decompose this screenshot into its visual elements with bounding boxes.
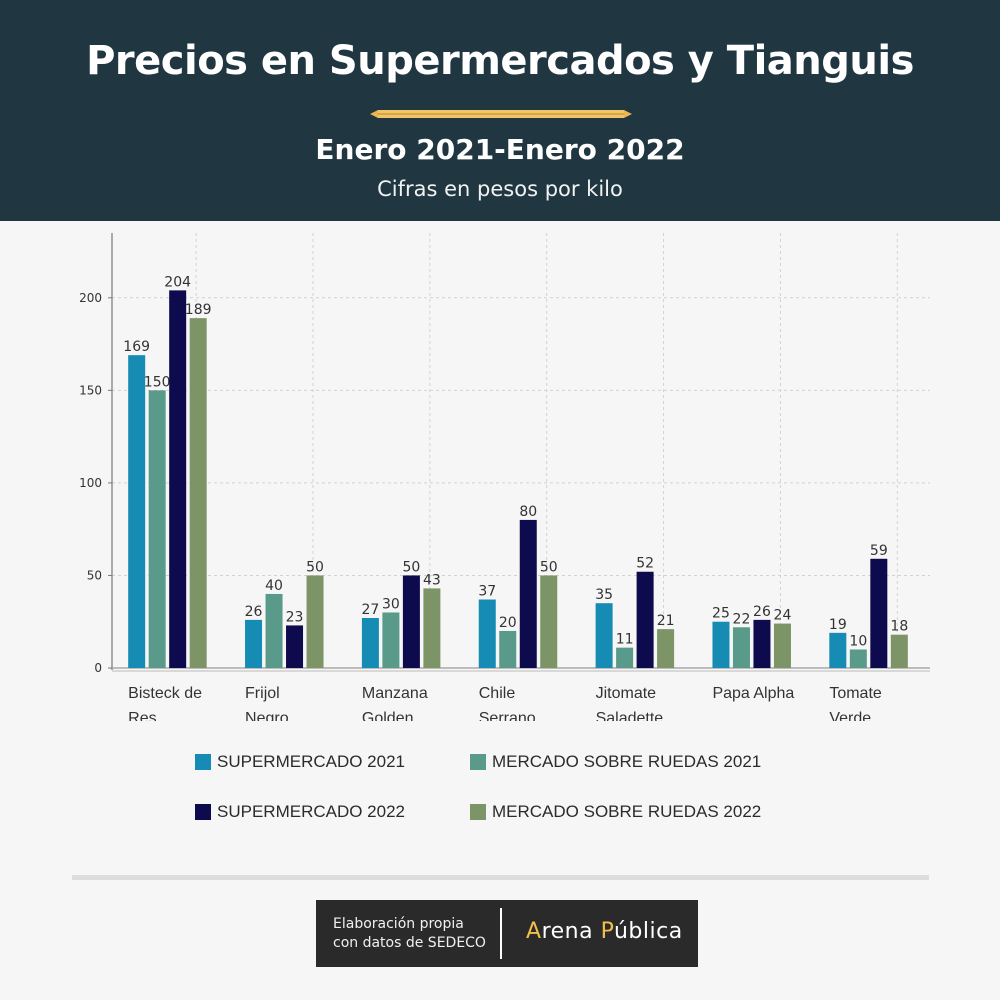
bar: [499, 630, 517, 668]
bar: [169, 290, 187, 668]
bar: [189, 318, 207, 668]
credit-line-1: Elaboración propia: [333, 916, 464, 932]
data-label: 11: [616, 632, 634, 648]
x-tick-label: Golden: [362, 710, 414, 721]
y-tick-label: 100: [79, 476, 102, 490]
bar: [382, 612, 400, 668]
legend-item: SUPERMERCADO 2021: [195, 750, 405, 774]
data-label: 26: [753, 604, 771, 620]
data-label: 189: [185, 302, 212, 318]
x-tick-label: Negro: [245, 710, 289, 721]
data-label: 22: [733, 611, 751, 627]
data-label: 27: [361, 602, 379, 618]
x-tick-label: Jitomate: [596, 685, 657, 702]
footer-divider: [72, 875, 929, 880]
data-label: 37: [478, 584, 496, 600]
bar: [636, 571, 654, 668]
legend-swatch: [195, 804, 211, 820]
bar: [870, 558, 888, 668]
bar: [128, 355, 146, 668]
legend-item: MERCADO SOBRE RUEDAS 2021: [470, 750, 761, 774]
x-tick-label: Res: [128, 710, 156, 721]
bar: [616, 647, 634, 668]
data-label: 50: [402, 559, 420, 575]
data-label: 24: [774, 608, 792, 624]
y-tick-label: 50: [87, 568, 102, 582]
bar: [306, 575, 324, 668]
data-label: 50: [306, 559, 324, 575]
x-tick-label: Manzana: [362, 685, 428, 702]
data-label: 25: [712, 606, 730, 622]
bar: [890, 634, 908, 668]
header: Precios en Supermercados y Tianguis Ener…: [0, 0, 1000, 221]
bar: [657, 629, 675, 668]
data-label: 204: [164, 274, 191, 290]
bar: [829, 632, 847, 668]
x-tick-label: Serrano: [479, 710, 536, 721]
legend-label: SUPERMERCADO 2022: [217, 802, 406, 821]
legend-swatch: [195, 754, 211, 770]
data-label: 43: [423, 572, 441, 588]
data-label: 23: [286, 609, 304, 625]
data-label: 18: [890, 619, 908, 635]
bar: [148, 390, 166, 668]
bar: [540, 575, 558, 668]
y-tick-label: 150: [79, 383, 102, 397]
legend-label: SUPERMERCADO 2021: [217, 752, 406, 771]
data-label: 19: [829, 617, 847, 633]
credit-box: Elaboración propia con datos de SEDECO A…: [316, 900, 698, 967]
bar: [773, 623, 791, 668]
bar: [245, 619, 263, 668]
data-label: 40: [265, 578, 283, 594]
bar: [753, 619, 771, 668]
data-label: 30: [382, 596, 400, 612]
y-tick-label: 0: [94, 661, 102, 675]
credit-separator: [500, 908, 502, 959]
bar: [361, 618, 379, 668]
data-label: 35: [595, 587, 613, 603]
chart-units: Cifras en pesos por kilo: [377, 177, 623, 201]
pencil-divider-icon: [370, 110, 632, 118]
x-tick-label: Frijol: [245, 685, 280, 702]
x-tick-label: Papa Alpha: [712, 685, 794, 702]
data-label: 26: [245, 604, 263, 620]
bar: [519, 519, 537, 668]
data-label: 20: [499, 615, 517, 631]
bar: [423, 588, 441, 668]
x-tick-label: Bisteck de: [128, 685, 202, 702]
data-label: 150: [144, 374, 171, 390]
data-label: 52: [636, 556, 654, 572]
bar: [712, 621, 730, 668]
legend-label: MERCADO SOBRE RUEDAS 2022: [492, 802, 762, 821]
bar: [849, 649, 867, 668]
bar: [265, 593, 283, 668]
y-tick-label: 200: [79, 291, 102, 305]
bar: [402, 575, 420, 668]
bar: [478, 599, 496, 668]
x-tick-label: Saladette: [596, 710, 664, 721]
x-tick-label: Tomate: [829, 685, 882, 702]
bar: [286, 625, 304, 668]
credit-text: Elaboración propia con datos de SEDECO: [333, 915, 486, 953]
x-tick-label: Chile: [479, 685, 516, 702]
legend-item: MERCADO SOBRE RUEDAS 2022: [470, 800, 761, 824]
data-label: 10: [849, 633, 867, 649]
bar: [595, 603, 613, 668]
bar: [732, 627, 750, 668]
data-label: 80: [519, 504, 537, 520]
data-label: 21: [657, 613, 675, 629]
legend-label: MERCADO SOBRE RUEDAS 2021: [492, 752, 762, 771]
legend-swatch: [470, 804, 486, 820]
data-label: 169: [123, 339, 150, 355]
data-label: 50: [540, 559, 558, 575]
legend-swatch: [470, 754, 486, 770]
data-label: 59: [870, 543, 888, 559]
x-tick-label: Verde: [829, 710, 871, 721]
chart-title: Precios en Supermercados y Tianguis: [86, 38, 914, 84]
legend-item: SUPERMERCADO 2022: [195, 800, 405, 824]
credit-line-2: con datos de SEDECO: [333, 935, 486, 951]
brand-logo: Arena Pública: [526, 919, 683, 944]
chart-subtitle: Enero 2021-Enero 2022: [315, 133, 685, 166]
